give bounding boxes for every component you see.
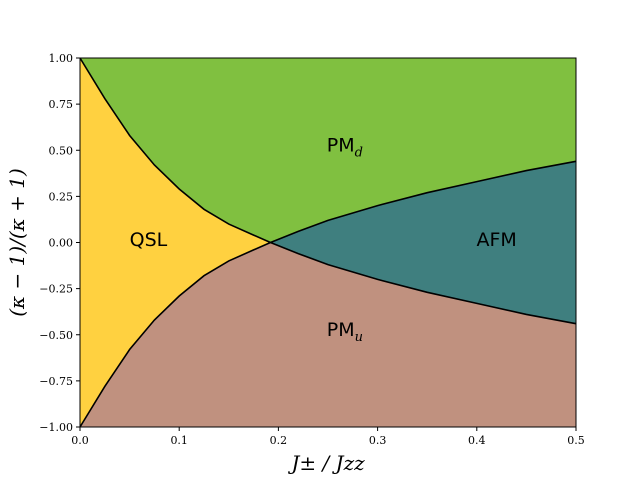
y-tick-label: −0.50 bbox=[39, 329, 73, 342]
region-pmd bbox=[80, 58, 576, 243]
y-tick-label: 0.75 bbox=[49, 98, 74, 111]
x-tick-label: 0.5 bbox=[567, 434, 585, 447]
y-tick-label: 0.50 bbox=[49, 144, 74, 157]
plot-area bbox=[79, 57, 577, 428]
x-tick-label: 0.0 bbox=[71, 434, 89, 447]
y-tick-label: 1.00 bbox=[49, 52, 74, 65]
region-afm bbox=[270, 161, 576, 324]
x-tick-label: 0.4 bbox=[468, 434, 486, 447]
x-tick-label: 0.1 bbox=[170, 434, 188, 447]
y-axis-label: (κ − 1)/(κ + 1) bbox=[5, 168, 29, 317]
x-axis-ticks: 0.0 0.1 0.2 0.3 0.4 0.5 bbox=[71, 427, 585, 447]
region-label-qsl: QSL bbox=[130, 229, 168, 251]
x-axis-label: J± / Jzz bbox=[287, 451, 365, 475]
boundary-line-lower-grow bbox=[270, 241, 577, 325]
y-tick-label: 0.25 bbox=[49, 190, 74, 203]
y-axis-ticks: 1.00 0.75 0.50 0.25 0.00 −0.25 −0.50 −0.75 −1.00 bbox=[39, 52, 80, 434]
region-qsl bbox=[80, 58, 271, 427]
y-tick-label: −1.00 bbox=[39, 421, 73, 434]
x-tick-label: 0.3 bbox=[369, 434, 387, 447]
x-tick-label: 0.2 bbox=[270, 434, 288, 447]
y-tick-label: −0.75 bbox=[39, 375, 73, 388]
boundary-line-upper-decay bbox=[79, 57, 271, 244]
y-tick-label: 0.00 bbox=[49, 237, 74, 250]
boundary-line-lower-decay bbox=[79, 241, 271, 428]
y-tick-label: −0.25 bbox=[39, 283, 73, 296]
region-pmu bbox=[80, 242, 576, 427]
region-label-afm: AFM bbox=[476, 229, 516, 251]
boundary-line-upper-grow bbox=[270, 160, 577, 244]
